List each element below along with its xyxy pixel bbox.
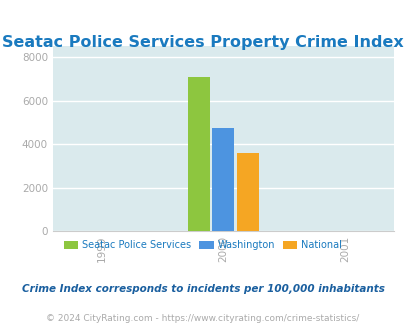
Bar: [212, 128, 234, 231]
Text: © 2024 CityRating.com - https://www.cityrating.com/crime-statistics/: © 2024 CityRating.com - https://www.city…: [46, 314, 359, 323]
Bar: [188, 77, 209, 231]
Legend: Seatac Police Services, Washington, National: Seatac Police Services, Washington, Nati…: [60, 236, 345, 254]
Bar: [236, 153, 258, 231]
Text: Crime Index corresponds to incidents per 100,000 inhabitants: Crime Index corresponds to incidents per…: [21, 284, 384, 294]
Text: Seatac Police Services Property Crime Index: Seatac Police Services Property Crime In…: [2, 35, 403, 50]
